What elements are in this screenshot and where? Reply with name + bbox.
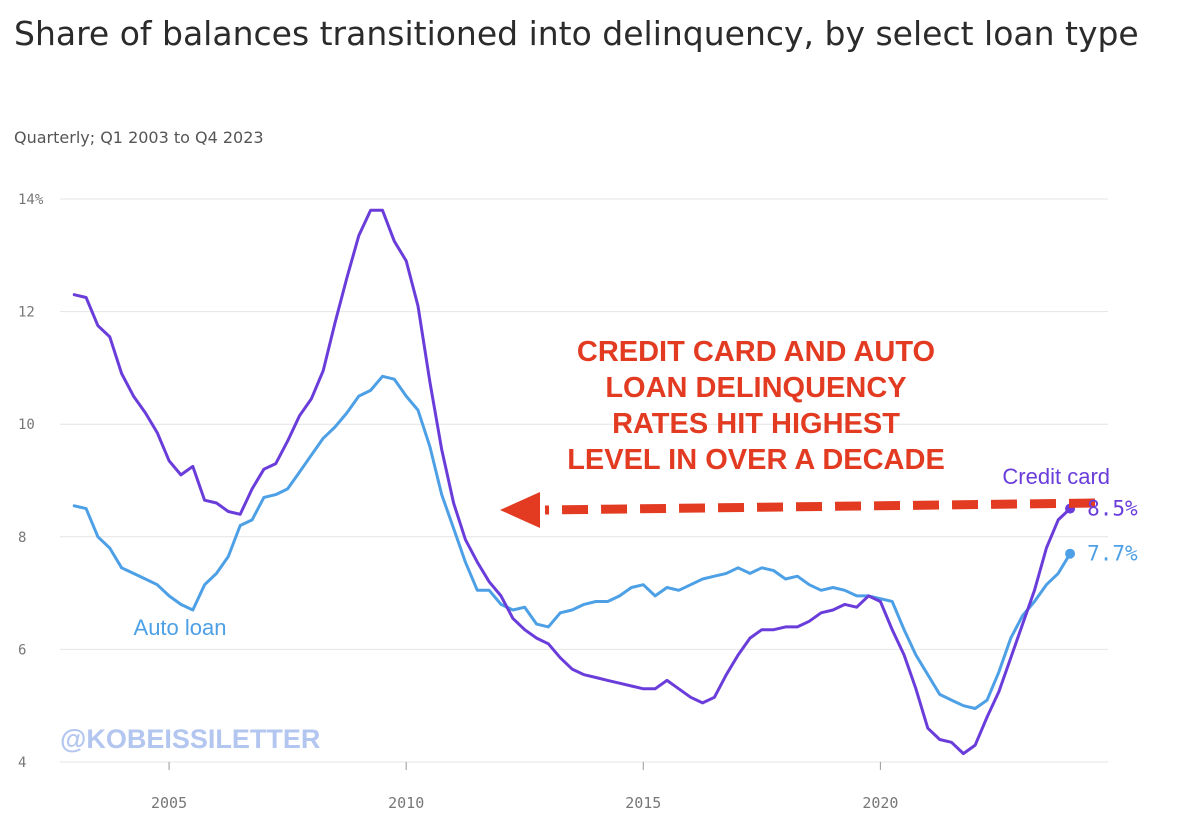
- auto-loan-series-label: Auto loan: [134, 615, 227, 640]
- y-tick-label: 14%: [18, 192, 44, 208]
- gridlines: [60, 198, 1108, 763]
- auto-loan-end-point: [1065, 548, 1076, 559]
- annotation-line-3: RATES HIT HIGHEST: [612, 408, 900, 440]
- chart-title: Share of balances transitioned into deli…: [14, 14, 1139, 53]
- y-tick-label: 6: [18, 642, 26, 658]
- x-tick-label: 2005: [151, 794, 187, 812]
- annotation: CREDIT CARD AND AUTO LOAN DELINQUENCY RA…: [500, 336, 1096, 528]
- y-tick-label: 4: [18, 755, 26, 771]
- annotation-arrow-head: [500, 492, 540, 528]
- x-tick-label: 2015: [625, 794, 661, 812]
- y-tick-label: 10: [18, 417, 35, 433]
- y-tick-label: 12: [18, 305, 35, 321]
- series-labels: 7.7% 8.5% Credit card Auto loan: [134, 464, 1138, 640]
- annotation-line-4: LEVEL IN OVER A DECADE: [567, 444, 945, 476]
- x-tick-label: 2020: [862, 794, 898, 812]
- x-tick-label: 2010: [388, 794, 424, 812]
- annotation-line-2: LOAN DELINQUENCY: [605, 372, 906, 404]
- y-axis-ticks: 4 6 8 10 12 14%: [18, 192, 44, 771]
- credit-card-line: [72, 208, 1072, 756]
- credit-card-series-label: Credit card: [1002, 464, 1110, 489]
- annotation-line-1: CREDIT CARD AND AUTO: [577, 336, 935, 368]
- y-tick-label: 8: [18, 530, 26, 546]
- watermark: @KOBEISSILETTER: [60, 724, 320, 754]
- auto-loan-line: [72, 374, 1072, 710]
- chart-subtitle: Quarterly; Q1 2003 to Q4 2023: [14, 128, 264, 147]
- series-lines: [72, 208, 1076, 756]
- x-axis-ticks: 2005 2010 2015 2020: [151, 762, 898, 812]
- annotation-arrow-shaft: [544, 498, 1096, 515]
- credit-card-end-value: 8.5%: [1087, 497, 1138, 521]
- auto-loan-end-value: 7.7%: [1087, 542, 1138, 566]
